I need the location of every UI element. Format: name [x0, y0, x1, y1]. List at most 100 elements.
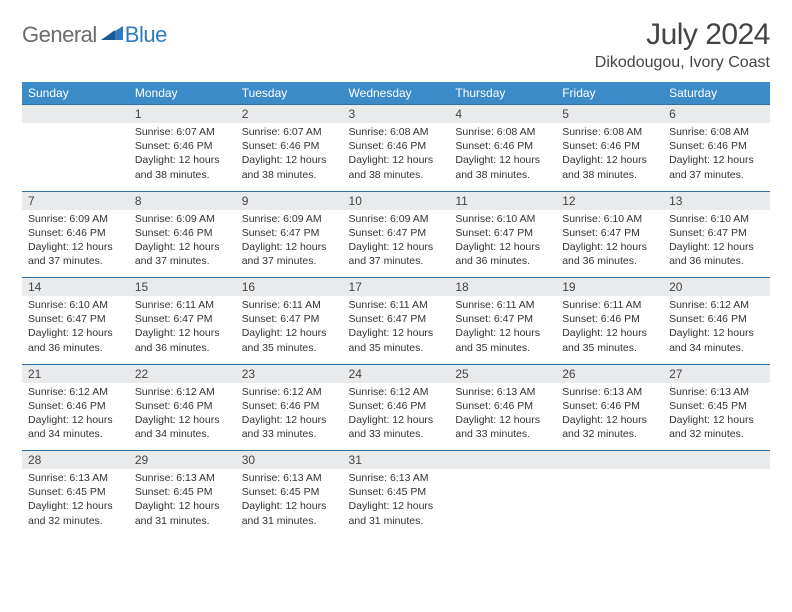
weekday-header: Saturday	[663, 82, 770, 105]
daylight-line: Daylight: 12 hours and 37 minutes.	[349, 240, 444, 268]
day-details-cell: Sunrise: 6:09 AMSunset: 6:47 PMDaylight:…	[236, 210, 343, 278]
sunset-line: Sunset: 6:46 PM	[135, 139, 230, 153]
daylight-line: Daylight: 12 hours and 38 minutes.	[455, 153, 550, 181]
day-number-cell: 28	[22, 451, 129, 470]
day-number-cell	[449, 451, 556, 470]
sunset-line: Sunset: 6:46 PM	[28, 226, 123, 240]
weekday-header: Thursday	[449, 82, 556, 105]
sunset-line: Sunset: 6:46 PM	[562, 312, 657, 326]
sunset-line: Sunset: 6:46 PM	[455, 399, 550, 413]
sunset-line: Sunset: 6:47 PM	[242, 226, 337, 240]
daylight-line: Daylight: 12 hours and 38 minutes.	[135, 153, 230, 181]
sunrise-line: Sunrise: 6:08 AM	[455, 125, 550, 139]
sunrise-line: Sunrise: 6:07 AM	[135, 125, 230, 139]
day-details-cell: Sunrise: 6:07 AMSunset: 6:46 PMDaylight:…	[236, 123, 343, 191]
day-number-cell: 18	[449, 278, 556, 297]
day-number-cell	[663, 451, 770, 470]
daylight-line: Daylight: 12 hours and 33 minutes.	[242, 413, 337, 441]
sunrise-line: Sunrise: 6:10 AM	[28, 298, 123, 312]
day-number-cell	[22, 105, 129, 124]
weekday-header: Monday	[129, 82, 236, 105]
daylight-line: Daylight: 12 hours and 33 minutes.	[349, 413, 444, 441]
daylight-line: Daylight: 12 hours and 36 minutes.	[455, 240, 550, 268]
day-number-cell: 17	[343, 278, 450, 297]
sunrise-line: Sunrise: 6:13 AM	[562, 385, 657, 399]
sunset-line: Sunset: 6:47 PM	[28, 312, 123, 326]
day-details-cell: Sunrise: 6:11 AMSunset: 6:47 PMDaylight:…	[236, 296, 343, 364]
sunset-line: Sunset: 6:46 PM	[349, 139, 444, 153]
day-details-cell: Sunrise: 6:12 AMSunset: 6:46 PMDaylight:…	[236, 383, 343, 451]
sunset-line: Sunset: 6:47 PM	[669, 226, 764, 240]
sunset-line: Sunset: 6:46 PM	[562, 139, 657, 153]
sunrise-line: Sunrise: 6:08 AM	[669, 125, 764, 139]
sunset-line: Sunset: 6:45 PM	[28, 485, 123, 499]
day-number-cell: 4	[449, 105, 556, 124]
brand-logo: General Blue	[22, 22, 167, 48]
day-number-cell	[556, 451, 663, 470]
sunset-line: Sunset: 6:45 PM	[135, 485, 230, 499]
daylight-line: Daylight: 12 hours and 37 minutes.	[669, 153, 764, 181]
sunrise-line: Sunrise: 6:08 AM	[562, 125, 657, 139]
day-details-row: Sunrise: 6:07 AMSunset: 6:46 PMDaylight:…	[22, 123, 770, 191]
day-details-cell: Sunrise: 6:13 AMSunset: 6:45 PMDaylight:…	[663, 383, 770, 451]
day-number-cell: 1	[129, 105, 236, 124]
sunrise-line: Sunrise: 6:10 AM	[562, 212, 657, 226]
daylight-line: Daylight: 12 hours and 32 minutes.	[669, 413, 764, 441]
day-number-cell: 21	[22, 364, 129, 383]
day-details-cell: Sunrise: 6:11 AMSunset: 6:47 PMDaylight:…	[449, 296, 556, 364]
day-details-cell: Sunrise: 6:10 AMSunset: 6:47 PMDaylight:…	[22, 296, 129, 364]
daylight-line: Daylight: 12 hours and 33 minutes.	[455, 413, 550, 441]
daylight-line: Daylight: 12 hours and 32 minutes.	[28, 499, 123, 527]
day-details-cell: Sunrise: 6:13 AMSunset: 6:45 PMDaylight:…	[236, 469, 343, 537]
sunrise-line: Sunrise: 6:12 AM	[135, 385, 230, 399]
day-number-cell: 27	[663, 364, 770, 383]
sunrise-line: Sunrise: 6:11 AM	[242, 298, 337, 312]
day-details-cell: Sunrise: 6:13 AMSunset: 6:45 PMDaylight:…	[129, 469, 236, 537]
daylight-line: Daylight: 12 hours and 34 minutes.	[669, 326, 764, 354]
sunset-line: Sunset: 6:47 PM	[455, 226, 550, 240]
day-number-cell: 16	[236, 278, 343, 297]
sunrise-line: Sunrise: 6:12 AM	[28, 385, 123, 399]
daylight-line: Daylight: 12 hours and 34 minutes.	[28, 413, 123, 441]
sunrise-line: Sunrise: 6:09 AM	[135, 212, 230, 226]
day-number-cell: 10	[343, 191, 450, 210]
daylight-line: Daylight: 12 hours and 38 minutes.	[242, 153, 337, 181]
daylight-line: Daylight: 12 hours and 31 minutes.	[135, 499, 230, 527]
day-details-cell: Sunrise: 6:13 AMSunset: 6:46 PMDaylight:…	[556, 383, 663, 451]
weekday-header: Sunday	[22, 82, 129, 105]
daylight-line: Daylight: 12 hours and 37 minutes.	[135, 240, 230, 268]
day-details-cell: Sunrise: 6:07 AMSunset: 6:46 PMDaylight:…	[129, 123, 236, 191]
day-details-cell	[449, 469, 556, 537]
sunset-line: Sunset: 6:47 PM	[455, 312, 550, 326]
sunrise-line: Sunrise: 6:12 AM	[242, 385, 337, 399]
sunset-line: Sunset: 6:46 PM	[28, 399, 123, 413]
calendar-table: SundayMondayTuesdayWednesdayThursdayFrid…	[22, 82, 770, 537]
sunrise-line: Sunrise: 6:09 AM	[242, 212, 337, 226]
day-number-cell: 29	[129, 451, 236, 470]
day-number-cell: 6	[663, 105, 770, 124]
day-details-cell: Sunrise: 6:12 AMSunset: 6:46 PMDaylight:…	[22, 383, 129, 451]
weekday-header: Tuesday	[236, 82, 343, 105]
sunrise-line: Sunrise: 6:13 AM	[455, 385, 550, 399]
sunrise-line: Sunrise: 6:09 AM	[28, 212, 123, 226]
daylight-line: Daylight: 12 hours and 37 minutes.	[242, 240, 337, 268]
day-details-cell: Sunrise: 6:10 AMSunset: 6:47 PMDaylight:…	[556, 210, 663, 278]
sunrise-line: Sunrise: 6:13 AM	[28, 471, 123, 485]
day-number-cell: 7	[22, 191, 129, 210]
weekday-header: Friday	[556, 82, 663, 105]
day-details-row: Sunrise: 6:12 AMSunset: 6:46 PMDaylight:…	[22, 383, 770, 451]
sunset-line: Sunset: 6:46 PM	[562, 399, 657, 413]
day-details-cell: Sunrise: 6:10 AMSunset: 6:47 PMDaylight:…	[449, 210, 556, 278]
weekday-header-row: SundayMondayTuesdayWednesdayThursdayFrid…	[22, 82, 770, 105]
day-details-row: Sunrise: 6:09 AMSunset: 6:46 PMDaylight:…	[22, 210, 770, 278]
sunset-line: Sunset: 6:45 PM	[349, 485, 444, 499]
sunrise-line: Sunrise: 6:10 AM	[455, 212, 550, 226]
day-number-cell: 15	[129, 278, 236, 297]
day-details-cell: Sunrise: 6:12 AMSunset: 6:46 PMDaylight:…	[129, 383, 236, 451]
daylight-line: Daylight: 12 hours and 38 minutes.	[349, 153, 444, 181]
day-number-cell: 26	[556, 364, 663, 383]
day-number-cell: 3	[343, 105, 450, 124]
sunset-line: Sunset: 6:45 PM	[242, 485, 337, 499]
day-details-cell: Sunrise: 6:13 AMSunset: 6:45 PMDaylight:…	[343, 469, 450, 537]
sunrise-line: Sunrise: 6:13 AM	[349, 471, 444, 485]
